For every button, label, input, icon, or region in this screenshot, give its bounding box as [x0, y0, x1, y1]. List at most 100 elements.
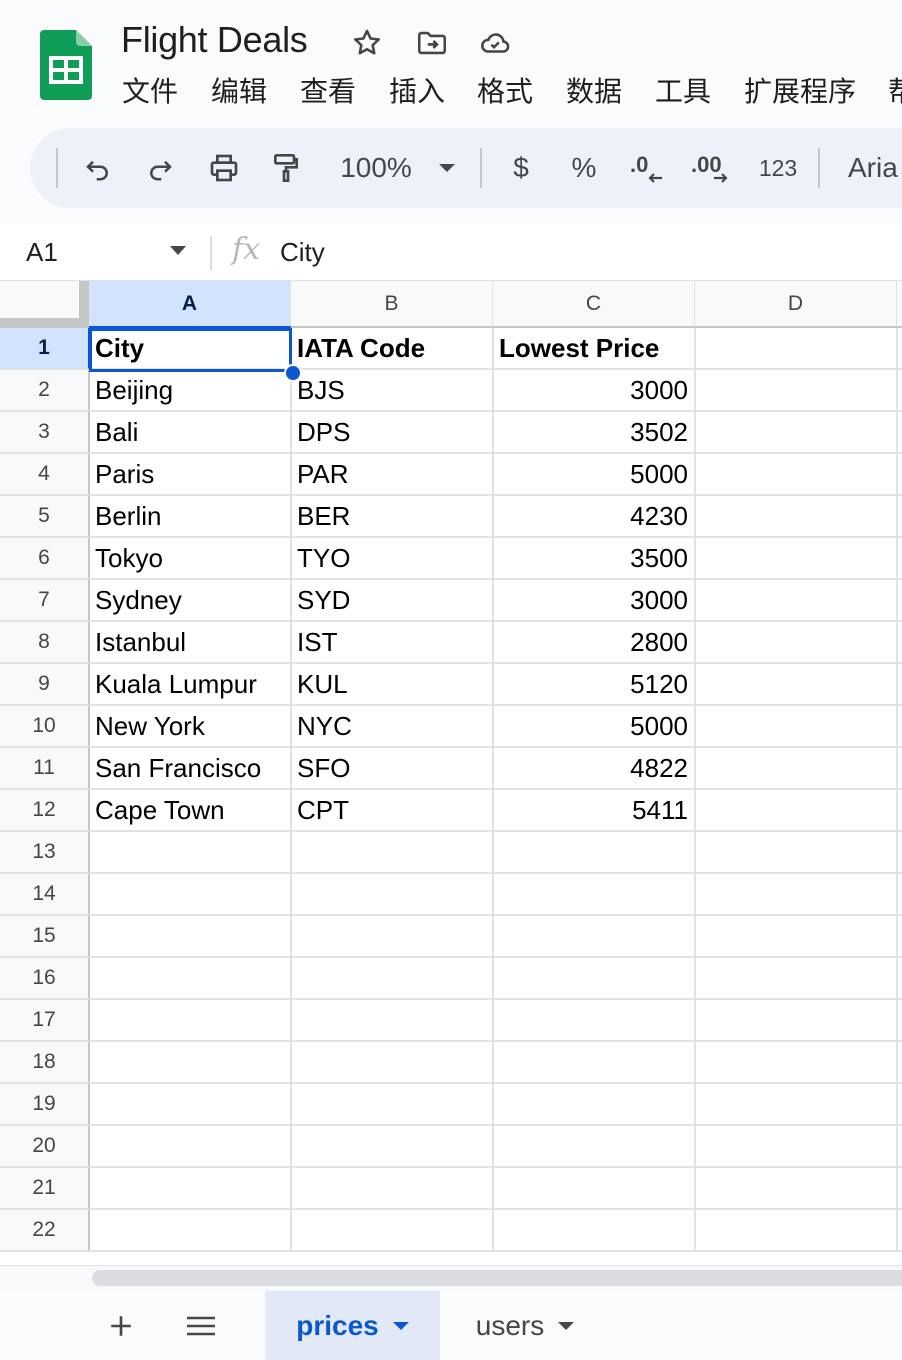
table-cell[interactable]: [89, 874, 292, 916]
row-header-6[interactable]: 6: [0, 538, 90, 580]
increase-decimal-button[interactable]: .00: [690, 146, 734, 190]
table-cell[interactable]: [89, 916, 292, 958]
table-cell[interactable]: [493, 1084, 696, 1126]
table-cell[interactable]: [897, 1126, 902, 1168]
table-cell[interactable]: 2800: [493, 622, 696, 664]
table-cell[interactable]: Istanbul: [89, 622, 292, 664]
table-cell[interactable]: [897, 916, 902, 958]
table-cell[interactable]: [493, 916, 696, 958]
table-cell[interactable]: [493, 958, 696, 1000]
fill-handle[interactable]: [284, 364, 302, 382]
menu-tools[interactable]: 工具: [655, 75, 712, 108]
font-family-select[interactable]: Aria: [848, 152, 898, 183]
table-cell[interactable]: 3000: [493, 370, 696, 412]
table-cell[interactable]: DPS: [291, 412, 494, 454]
row-header-8[interactable]: 8: [0, 622, 90, 664]
table-cell[interactable]: [89, 958, 292, 1000]
table-cell[interactable]: [897, 1000, 902, 1042]
table-cell[interactable]: NYC: [291, 706, 494, 748]
move-to-folder-icon[interactable]: [414, 26, 448, 60]
table-cell[interactable]: BJS: [291, 370, 494, 412]
table-cell[interactable]: 5411: [493, 790, 696, 832]
table-cell[interactable]: Bali: [89, 412, 292, 454]
table-cell[interactable]: 5000: [493, 706, 696, 748]
row-header-16[interactable]: 16: [0, 958, 90, 1000]
table-cell[interactable]: [695, 748, 898, 790]
zoom-select[interactable]: 100%: [334, 146, 418, 190]
table-cell[interactable]: [291, 1084, 494, 1126]
table-cell[interactable]: [897, 622, 902, 664]
table-cell[interactable]: [695, 454, 898, 496]
row-header-17[interactable]: 17: [0, 1000, 90, 1042]
row-header-11[interactable]: 11: [0, 748, 90, 790]
table-cell[interactable]: BER: [291, 496, 494, 538]
table-cell[interactable]: Cape Town: [89, 790, 292, 832]
table-cell[interactable]: [695, 1168, 898, 1210]
table-cell[interactable]: [89, 1084, 292, 1126]
table-cell[interactable]: San Francisco: [89, 748, 292, 790]
table-cell[interactable]: [695, 1042, 898, 1084]
table-cell[interactable]: [897, 580, 902, 622]
row-header-7[interactable]: 7: [0, 580, 90, 622]
table-cell[interactable]: [695, 832, 898, 874]
redo-icon[interactable]: [140, 146, 180, 190]
table-cell[interactable]: [695, 370, 898, 412]
table-cell[interactable]: [897, 790, 902, 832]
table-cell[interactable]: 4822: [493, 748, 696, 790]
table-cell[interactable]: 4230: [493, 496, 696, 538]
name-box[interactable]: A1: [26, 237, 58, 267]
table-cell[interactable]: 3000: [493, 580, 696, 622]
table-cell[interactable]: [493, 1042, 696, 1084]
table-cell[interactable]: [89, 1042, 292, 1084]
table-cell[interactable]: [493, 1126, 696, 1168]
column-header-b[interactable]: B: [291, 281, 494, 328]
cloud-saved-icon[interactable]: [476, 26, 510, 60]
table-cell[interactable]: [695, 538, 898, 580]
table-cell[interactable]: [291, 832, 494, 874]
table-cell[interactable]: [695, 580, 898, 622]
undo-icon[interactable]: [78, 146, 118, 190]
table-cell[interactable]: [695, 412, 898, 454]
column-header-c[interactable]: C: [493, 281, 696, 328]
menu-help[interactable]: 帮: [888, 72, 902, 112]
table-cell[interactable]: [897, 1210, 902, 1252]
row-header-18[interactable]: 18: [0, 1042, 90, 1084]
select-all-corner[interactable]: [0, 281, 89, 328]
table-cell[interactable]: SYD: [291, 580, 494, 622]
sheet-tab-prices[interactable]: prices: [265, 1291, 440, 1360]
row-header-13[interactable]: 13: [0, 832, 90, 874]
table-cell[interactable]: [89, 1168, 292, 1210]
table-cell[interactable]: TYO: [291, 538, 494, 580]
table-cell[interactable]: [291, 1042, 494, 1084]
row-header-9[interactable]: 9: [0, 664, 90, 706]
table-cell[interactable]: [493, 1210, 696, 1252]
table-cell[interactable]: [897, 958, 902, 1000]
table-cell[interactable]: [695, 1210, 898, 1252]
table-cell[interactable]: 5120: [493, 664, 696, 706]
row-header-19[interactable]: 19: [0, 1084, 90, 1126]
sheets-logo-icon[interactable]: [40, 30, 92, 100]
table-cell[interactable]: [897, 832, 902, 874]
table-cell[interactable]: [89, 832, 292, 874]
table-cell[interactable]: [695, 916, 898, 958]
table-cell[interactable]: [897, 496, 902, 538]
table-cell[interactable]: [695, 496, 898, 538]
table-cell[interactable]: [695, 958, 898, 1000]
table-cell[interactable]: [89, 1126, 292, 1168]
table-cell[interactable]: [897, 538, 902, 580]
row-header-12[interactable]: 12: [0, 790, 90, 832]
table-cell[interactable]: [89, 1000, 292, 1042]
table-cell[interactable]: SFO: [291, 748, 494, 790]
row-header-14[interactable]: 14: [0, 874, 90, 916]
formula-input[interactable]: City: [280, 237, 325, 267]
table-cell[interactable]: 3502: [493, 412, 696, 454]
table-cell[interactable]: [897, 1084, 902, 1126]
table-cell[interactable]: [695, 1126, 898, 1168]
table-cell[interactable]: 5000: [493, 454, 696, 496]
table-cell[interactable]: [897, 874, 902, 916]
zoom-dropdown-caret-icon[interactable]: [434, 146, 460, 190]
table-cell[interactable]: Tokyo: [89, 538, 292, 580]
table-cell[interactable]: KUL: [291, 664, 494, 706]
table-cell[interactable]: CPT: [291, 790, 494, 832]
table-cell[interactable]: [897, 706, 902, 748]
